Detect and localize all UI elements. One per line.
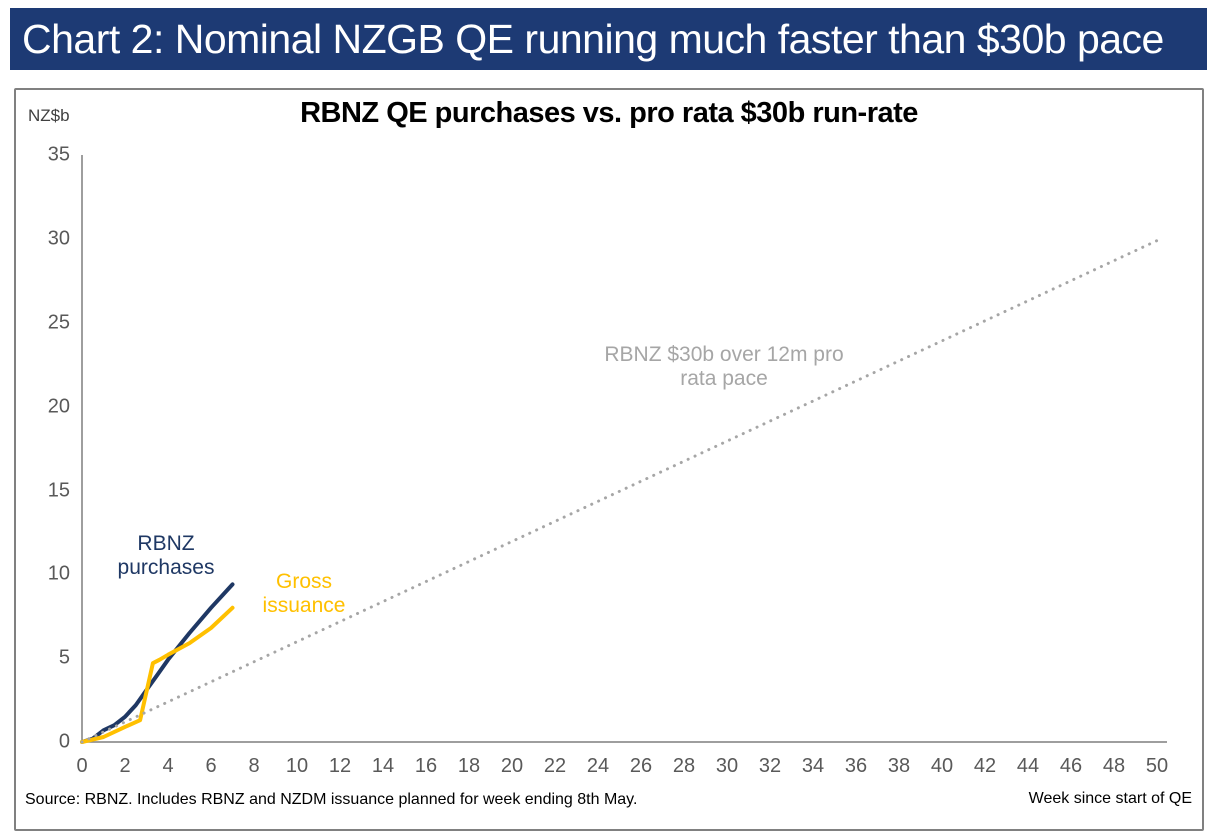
x-tick-label: 38	[887, 755, 911, 777]
y-tick-label: 20	[47, 395, 70, 418]
x-tick-label: 22	[543, 755, 567, 777]
x-tick-label: 14	[371, 755, 395, 777]
x-tick-label: 36	[844, 755, 868, 777]
y-axis-unit-label: NZ$b	[28, 106, 70, 125]
x-tick-label: 16	[414, 755, 438, 777]
x-tick-label: 26	[629, 755, 653, 777]
x-tick-label: 44	[1016, 755, 1040, 777]
x-tick-label: 50	[1145, 755, 1169, 777]
banner-title: Chart 2: Nominal NZGB QE running much fa…	[22, 15, 1164, 62]
x-tick-label: 10	[285, 755, 309, 777]
x-tick-label: 4	[162, 755, 174, 777]
plot-area	[80, 155, 1167, 744]
chart-container: RBNZ QE purchases vs. pro rata $30b run-…	[14, 88, 1204, 831]
x-tick-label: 48	[1102, 755, 1126, 777]
x-tick-label: 24	[586, 755, 610, 777]
x-tick-label: 2	[119, 755, 131, 777]
source-note: Source: RBNZ. Includes RBNZ and NZDM iss…	[25, 791, 638, 808]
x-tick-label: 0	[76, 755, 88, 777]
x-tick-label: 8	[248, 755, 260, 777]
x-tick-label: 12	[328, 755, 352, 777]
y-tick-label: 25	[47, 311, 70, 334]
x-tick-label: 32	[758, 755, 782, 777]
x-tick-label: 42	[973, 755, 997, 777]
x-tick-label: 46	[1059, 755, 1083, 777]
x-axis-tick-labels: 0 2 4 6 8 10 12 14 16 18 20 22 24 26 28 30 32 34 36 38 40 42 4…	[16, 90, 1202, 829]
y-tick-label: 10	[47, 562, 70, 585]
plot-region: RBNZ QE purchases vs. pro rata $30b run-…	[16, 90, 1202, 829]
series-line-gross-issuance	[80, 605, 235, 744]
y-axis-tick-labels: 0 5 10 15 20 25 30 35	[16, 90, 70, 829]
series-line-rbnz-30b-over-12m-pro-rata-pace	[80, 239, 1159, 744]
x-tick-label: 28	[672, 755, 696, 777]
x-tick-label: 34	[801, 755, 825, 777]
chart-banner: Chart 2: Nominal NZGB QE running much fa…	[10, 8, 1207, 70]
y-tick-label: 15	[47, 479, 70, 501]
x-axis-title: Week since start of QE	[1028, 790, 1192, 807]
x-tick-label: 30	[715, 755, 739, 777]
y-tick-label: 30	[47, 227, 70, 250]
y-tick-label: 5	[58, 646, 70, 669]
series-label-rbnz-purchases: RBNZ purchases	[117, 531, 215, 579]
x-tick-label: 20	[500, 755, 524, 777]
y-tick-label: 0	[58, 730, 70, 753]
chart-title: RBNZ QE purchases vs. pro rata $30b run-…	[300, 97, 918, 129]
x-tick-label: 40	[930, 755, 954, 777]
y-tick-label: 35	[47, 143, 70, 166]
series-label-gross-issuance: Gross issuance	[262, 569, 346, 617]
series-label-pro-rata-pace: RBNZ $30b over 12m pro rata pace	[604, 342, 844, 390]
x-tick-label: 18	[457, 755, 481, 777]
x-tick-label: 6	[205, 755, 217, 777]
